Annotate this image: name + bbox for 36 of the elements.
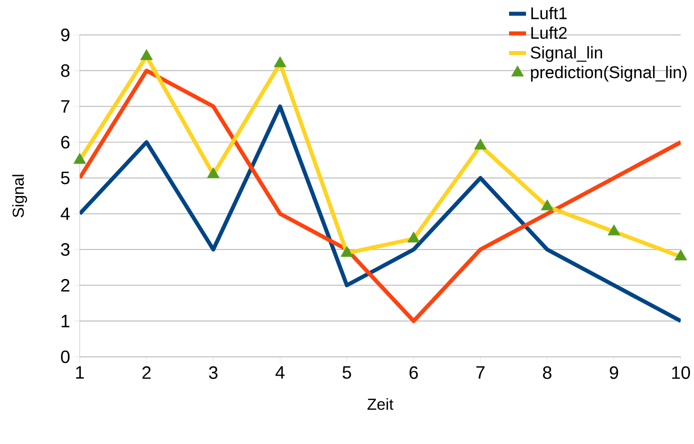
y-tick-label: 6: [61, 136, 70, 149]
x-tick-label: 10: [672, 366, 690, 380]
y-tick-label: 1: [62, 315, 70, 328]
legend-label: Luft1: [531, 7, 567, 20]
y-tick-label: 8: [61, 64, 70, 78]
x-tick-label: 5: [342, 366, 352, 380]
x-axis-title: Zeit: [368, 398, 394, 410]
point: [608, 224, 620, 236]
x-tick-label: 3: [209, 366, 218, 380]
y-tick-label: 0: [61, 350, 70, 364]
y-tick-label: 4: [60, 208, 70, 220]
x-tick-label: 2: [142, 366, 151, 380]
point: [73, 153, 86, 164]
y-axis-title: Signal: [12, 175, 28, 218]
y-tick-label: 7: [61, 100, 70, 113]
point: [340, 246, 354, 257]
x-tick-label: 6: [410, 366, 418, 380]
x-tick-label: 7: [476, 366, 484, 379]
point: [474, 138, 487, 150]
point: [674, 250, 687, 261]
y-tick-label: 3: [60, 243, 70, 256]
x-tick-label: 8: [543, 366, 552, 380]
x-tick-label: 9: [610, 366, 618, 380]
y-tick-label: 5: [61, 172, 70, 184]
x-tick-label: 1: [76, 366, 84, 379]
legend-label: Signal_lin: [530, 46, 602, 62]
point: [540, 200, 554, 210]
point: [207, 167, 220, 178]
x-tick-label: 4: [276, 366, 285, 379]
legend-label: prediction(Signal_lin): [531, 66, 687, 82]
y-tick-label: 2: [61, 279, 70, 292]
legend-label: Luft2: [531, 26, 567, 40]
point: [140, 49, 153, 60]
point: [407, 232, 420, 243]
y-tick-label: 9: [61, 28, 70, 42]
point: [274, 56, 286, 68]
